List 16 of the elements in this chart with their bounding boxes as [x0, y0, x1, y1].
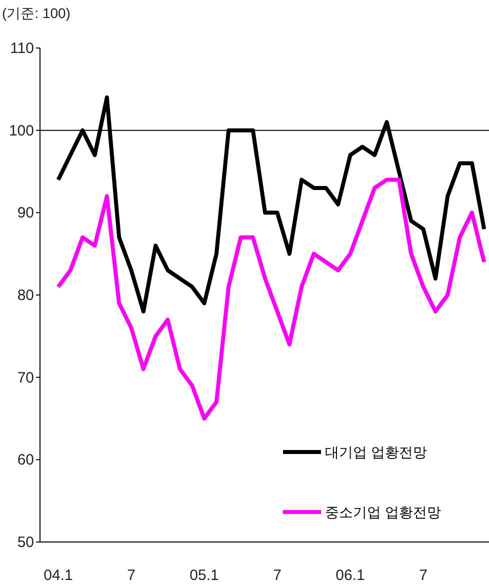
legend-label: 대기업 업황전망 — [325, 444, 427, 460]
y-tick-label: 100 — [8, 122, 34, 140]
y-tick-label: 60 — [17, 452, 34, 469]
legend-label: 중소기업 업황전망 — [325, 504, 441, 520]
x-tick-label: 7 — [419, 567, 428, 584]
y-tick-label: 80 — [17, 287, 34, 304]
x-tick-label: 06.1 — [336, 567, 365, 584]
y-axis-title: (기준: 100) — [2, 5, 70, 21]
x-tick-label: 7 — [273, 567, 282, 584]
x-tick-label: 04.1 — [44, 567, 73, 584]
y-tick-label: 90 — [17, 204, 34, 222]
x-tick-label: 7 — [127, 567, 136, 584]
x-tick-label: 05.1 — [190, 567, 219, 584]
y-tick-label: 110 — [10, 40, 34, 57]
y-tick-label: 70 — [17, 369, 34, 386]
y-tick-label: 50 — [17, 534, 34, 551]
